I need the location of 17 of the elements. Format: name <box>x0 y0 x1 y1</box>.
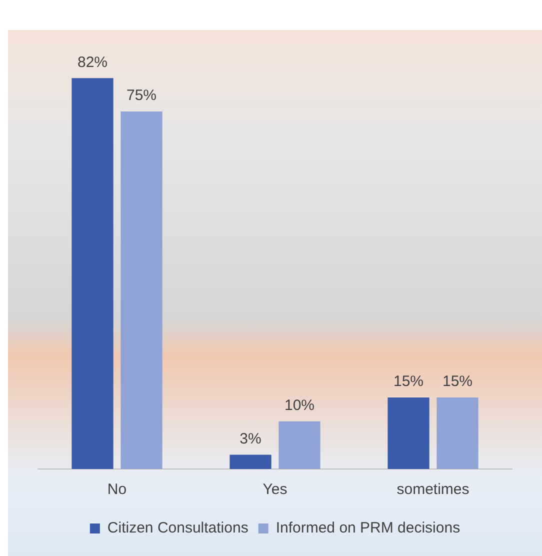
bar <box>230 454 272 469</box>
bar <box>120 112 162 469</box>
data-label: 15% <box>442 373 473 390</box>
data-label: 75% <box>126 87 157 104</box>
bar <box>278 421 320 469</box>
data-label: 10% <box>284 396 315 414</box>
data-label: 82% <box>77 54 108 71</box>
data-label: 3% <box>240 430 262 448</box>
data-label: 15% <box>393 373 424 390</box>
bar <box>72 78 114 469</box>
x-tick-label: sometimes <box>396 481 470 498</box>
x-tick-label: Yes <box>262 481 288 498</box>
x-tick-label: No <box>107 481 127 498</box>
legend-label: Citizen Consultations <box>107 520 248 537</box>
bar <box>436 398 478 469</box>
legend-label: Informed on PRM decisions <box>276 520 460 537</box>
bar <box>388 398 430 469</box>
